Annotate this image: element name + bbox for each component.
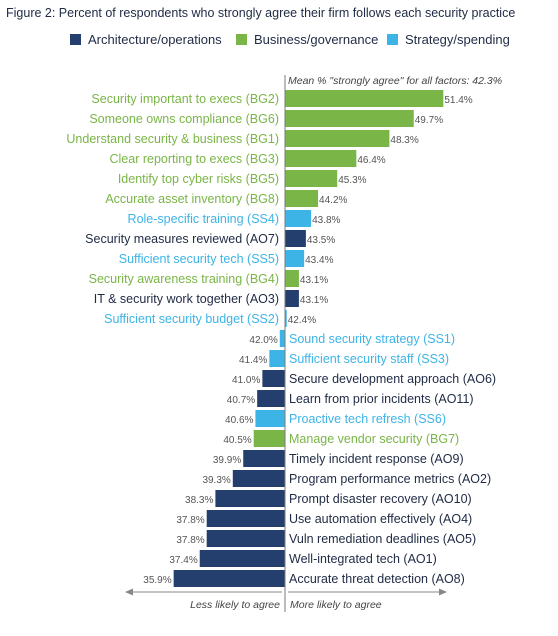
bar [285, 230, 306, 247]
value-label: 42.0% [249, 335, 277, 346]
category-label: Timely incident response (AO9) [289, 452, 464, 466]
bar [253, 430, 285, 447]
category-label: Prompt disaster recovery (AO10) [289, 492, 472, 506]
figure-title: Figure 2: Percent of respondents who str… [6, 6, 516, 20]
category-label: Vuln remediation deadlines (AO5) [289, 532, 476, 546]
right-direction-label: More likely to agree [290, 599, 382, 611]
bar [255, 410, 285, 427]
value-label: 42.4% [288, 315, 316, 326]
legend-label-strategy-spending: Strategy/spending [405, 32, 510, 47]
bar [232, 470, 285, 487]
value-label: 51.4% [444, 95, 472, 106]
value-label: 45.3% [338, 175, 366, 186]
value-label: 39.9% [213, 455, 241, 466]
bar [285, 270, 299, 287]
value-label: 35.9% [143, 575, 171, 586]
left-arrow-head [125, 588, 133, 596]
bar [285, 90, 444, 107]
legend-swatch-business-governance [236, 34, 247, 45]
mean-annotation: Mean % "strongly agree" for all factors:… [288, 75, 502, 87]
category-label: Security awareness training (BG4) [89, 272, 279, 286]
value-label: 43.5% [307, 235, 335, 246]
bar [285, 210, 312, 227]
value-label: 43.4% [305, 255, 333, 266]
category-label: Understand security & business (BG1) [66, 132, 279, 146]
category-label: Sound security strategy (SS1) [289, 332, 455, 346]
value-label: 37.4% [169, 555, 197, 566]
value-label: 46.4% [357, 155, 385, 166]
left-direction-label: Less likely to agree [190, 599, 280, 611]
bar [215, 490, 285, 507]
category-label: Security important to execs (BG2) [91, 92, 279, 106]
legend-label-business-governance: Business/governance [254, 32, 379, 47]
value-label: 43.1% [300, 295, 328, 306]
value-label: 40.5% [223, 435, 251, 446]
category-label: Use automation effectively (AO4) [289, 512, 472, 526]
category-label: Secure development approach (AO6) [289, 372, 496, 386]
bar [285, 110, 414, 127]
category-label: Proactive tech refresh (SS6) [289, 412, 446, 426]
bar [285, 250, 305, 267]
category-label: Security measures reviewed (AO7) [85, 232, 279, 246]
category-label: Role-specific training (SS4) [128, 212, 279, 226]
category-label: Sufficient security budget (SS2) [104, 312, 279, 326]
legend-swatch-strategy-spending [387, 34, 398, 45]
bar [285, 310, 287, 327]
value-label: 41.0% [232, 375, 260, 386]
bar [285, 290, 299, 307]
bar [262, 370, 285, 387]
bar [269, 350, 285, 367]
bar [199, 550, 285, 567]
value-label: 39.3% [202, 475, 230, 486]
value-label: 37.8% [176, 535, 204, 546]
bar [285, 130, 390, 147]
legend-item-strategy-spending: Strategy/spending [387, 32, 510, 47]
bar [285, 190, 319, 207]
legend-swatch-architecture-operations [70, 34, 81, 45]
value-label: 48.3% [390, 135, 418, 146]
value-label: 38.3% [185, 495, 213, 506]
bar [285, 170, 338, 187]
category-label: Identify top cyber risks (BG5) [118, 172, 279, 186]
category-label: Learn from prior incidents (AO11) [289, 392, 474, 406]
category-label: Manage vendor security (BG7) [289, 432, 459, 446]
category-label: Someone owns compliance (BG6) [89, 112, 279, 126]
category-label: Accurate threat detection (AO8) [289, 572, 465, 586]
bar [279, 330, 285, 347]
right-arrow-head [439, 588, 447, 596]
legend-item-business-governance: Business/governance [236, 32, 378, 47]
category-label: Sufficient security tech (SS5) [119, 252, 279, 266]
value-label: 37.8% [176, 515, 204, 526]
value-label: 41.4% [239, 355, 267, 366]
bar [257, 390, 285, 407]
bar [173, 570, 285, 587]
value-label: 44.2% [319, 195, 347, 206]
category-label: Clear reporting to execs (BG3) [109, 152, 279, 166]
legend: Architecture/operations Business/governa… [0, 32, 558, 52]
category-label: Program performance metrics (AO2) [289, 472, 491, 486]
category-label: Well-integrated tech (AO1) [289, 552, 437, 566]
value-label: 43.1% [300, 275, 328, 286]
value-label: 40.7% [227, 395, 255, 406]
bar [206, 510, 285, 527]
category-label: Sufficient security staff (SS3) [289, 352, 449, 366]
category-label: IT & security work together (AO3) [94, 292, 279, 306]
category-label: Accurate asset inventory (BG8) [105, 192, 279, 206]
value-label: 43.8% [312, 215, 340, 226]
legend-label-architecture-operations: Architecture/operations [88, 32, 222, 47]
bar [243, 450, 285, 467]
value-label: 40.6% [225, 415, 253, 426]
value-label: 49.7% [415, 115, 443, 126]
bar [285, 150, 357, 167]
legend-item-architecture-operations: Architecture/operations [70, 32, 222, 47]
bar [206, 530, 285, 547]
